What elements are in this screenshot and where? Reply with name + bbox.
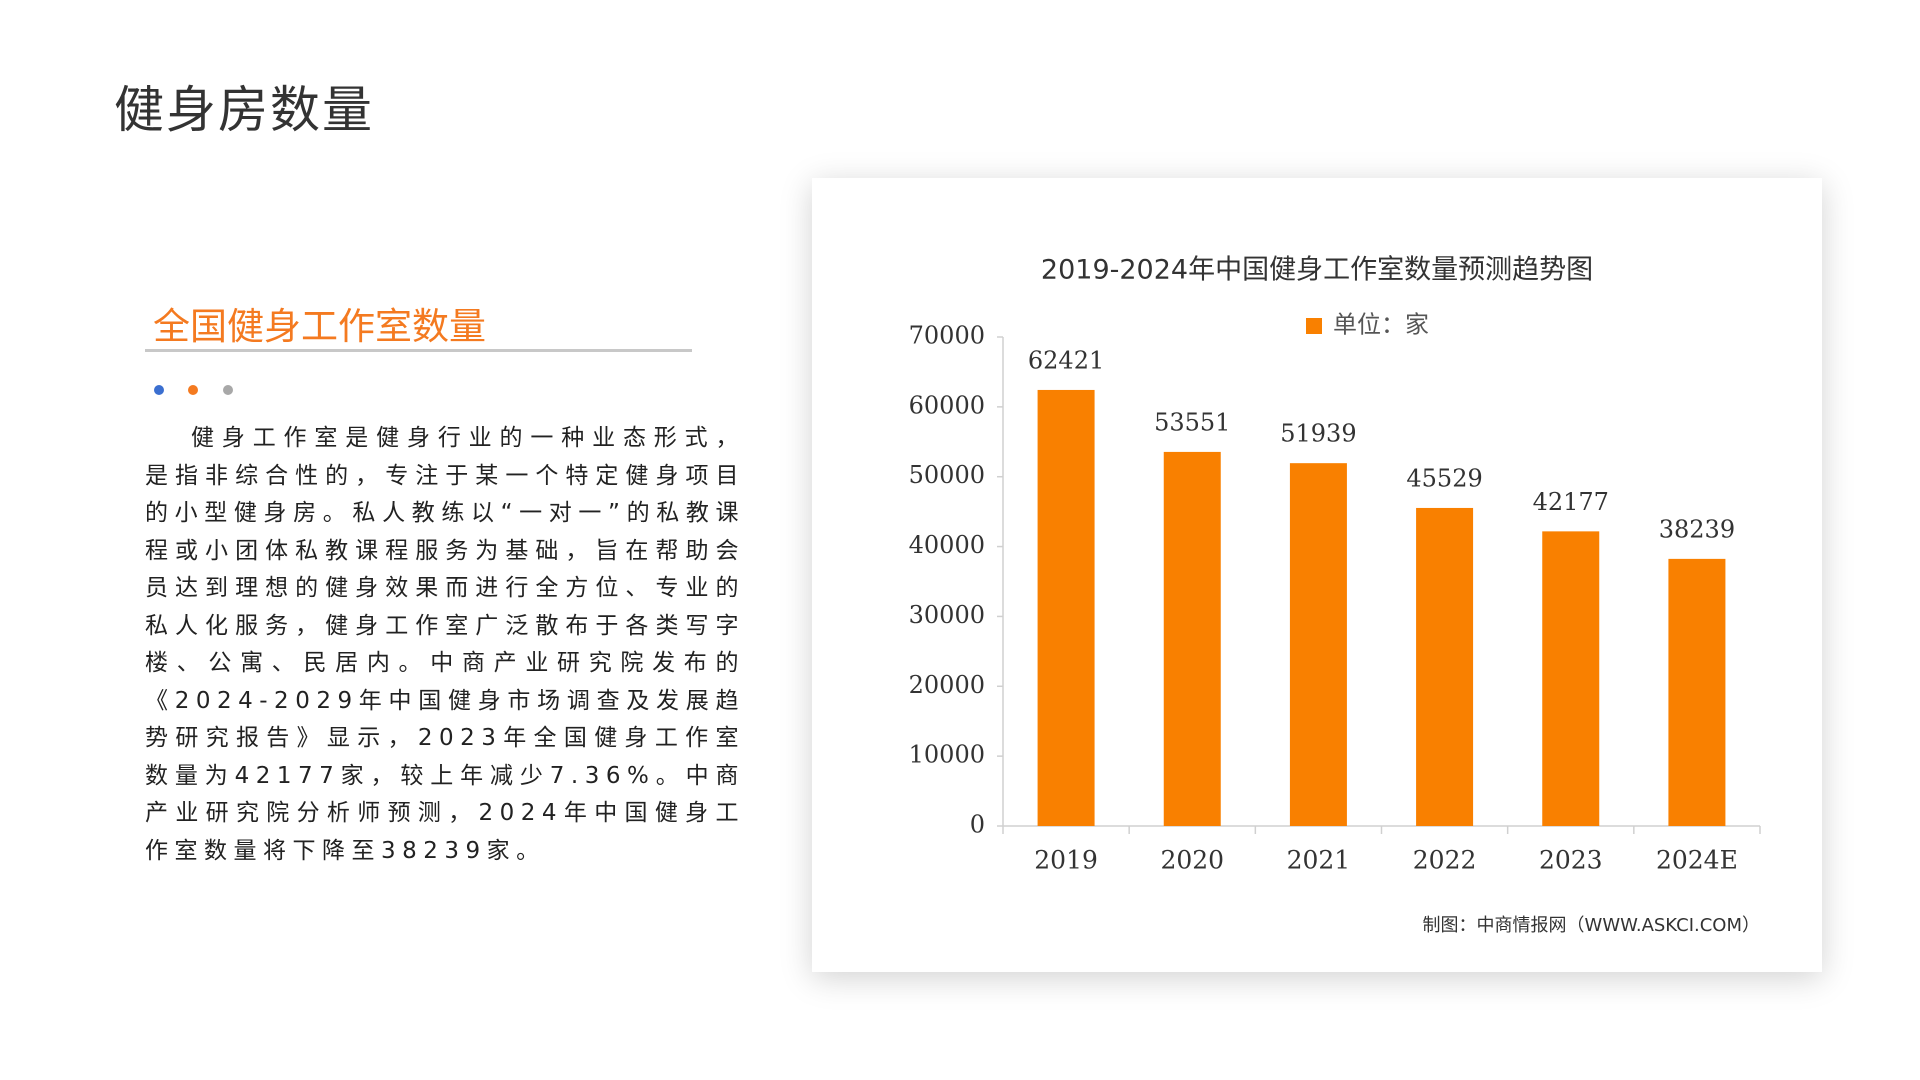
bar bbox=[1542, 531, 1600, 826]
data-label: 45529 bbox=[1406, 464, 1482, 492]
y-tick-label: 0 bbox=[970, 811, 985, 839]
x-tick-label: 2021 bbox=[1287, 846, 1351, 875]
y-tick-label: 50000 bbox=[909, 461, 985, 489]
y-tick-label: 20000 bbox=[909, 671, 985, 699]
data-label: 38239 bbox=[1659, 515, 1735, 543]
legend-label: 单位：家 bbox=[1333, 311, 1429, 339]
bar bbox=[1037, 389, 1095, 826]
x-tick-label: 2024E bbox=[1656, 846, 1738, 875]
y-tick-label: 10000 bbox=[909, 741, 985, 769]
data-label: 53551 bbox=[1154, 408, 1230, 436]
y-tick-label: 60000 bbox=[909, 391, 985, 419]
dot bbox=[188, 385, 198, 395]
bar bbox=[1416, 507, 1474, 826]
data-label: 51939 bbox=[1280, 420, 1356, 448]
y-tick-label: 30000 bbox=[909, 601, 985, 629]
page-title: 健身房数量 bbox=[114, 81, 374, 139]
y-tick-label: 40000 bbox=[909, 531, 985, 559]
dot bbox=[154, 385, 164, 395]
x-tick-label: 2020 bbox=[1160, 846, 1224, 875]
dot bbox=[223, 385, 233, 395]
section-rule bbox=[145, 349, 692, 352]
data-label: 62421 bbox=[1028, 346, 1104, 374]
bar bbox=[1668, 558, 1726, 826]
x-tick-label: 2019 bbox=[1034, 846, 1098, 875]
x-tick-label: 2022 bbox=[1413, 846, 1477, 875]
bar bbox=[1289, 463, 1347, 826]
chart-title: 2019-2024年中国健身工作室数量预测趋势图 bbox=[1041, 255, 1593, 286]
bar bbox=[1163, 451, 1221, 826]
y-tick-label: 70000 bbox=[909, 322, 985, 350]
section-title: 全国健身工作室数量 bbox=[153, 305, 486, 348]
x-tick-label: 2023 bbox=[1539, 846, 1603, 875]
data-label: 42177 bbox=[1533, 488, 1609, 516]
chart-source: 制图：中商情报网（WWW.ASKCI.COM） bbox=[1423, 915, 1760, 936]
paragraph: 健身工作室是健身行业的一种业态形式，是指非综合性的，专注于某一个特定健身项目的小… bbox=[145, 425, 745, 864]
legend-swatch bbox=[1306, 318, 1322, 334]
